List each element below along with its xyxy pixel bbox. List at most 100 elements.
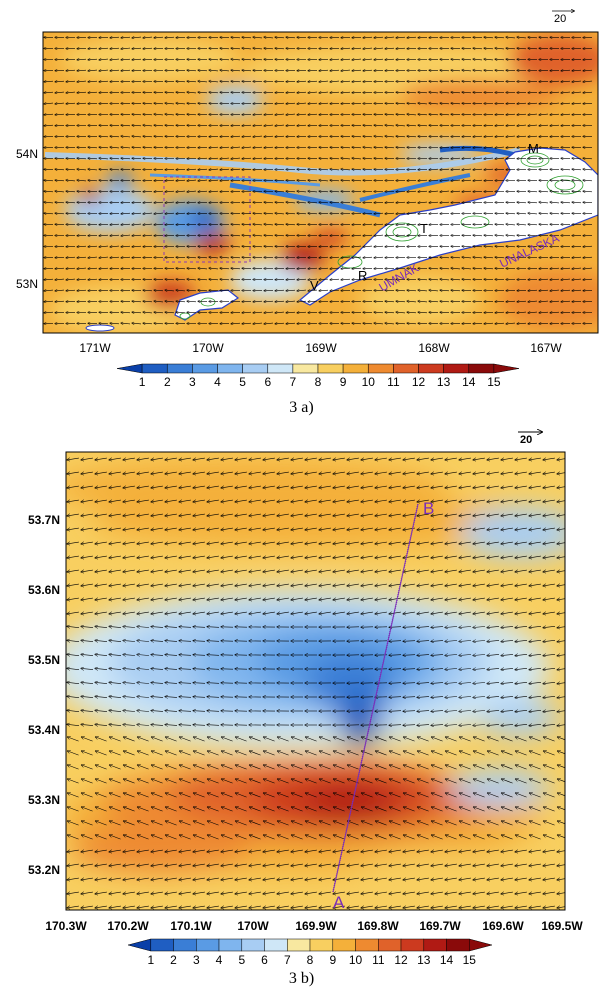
wind-vector	[297, 125, 307, 126]
colorbar-tick-label: 15	[463, 953, 477, 967]
wind-vector	[253, 48, 263, 49]
wind-vector	[517, 103, 527, 104]
wind-vector	[550, 103, 560, 104]
wind-vector	[473, 235, 483, 236]
wind-vector	[440, 169, 450, 170]
wind-vector	[220, 246, 230, 247]
wind-vector	[297, 191, 307, 192]
wind-vector	[55, 103, 65, 104]
wind-vector	[341, 158, 351, 159]
wind-vector	[583, 169, 593, 170]
wind-vector	[484, 59, 494, 60]
wind-vector	[220, 147, 230, 148]
lon-label-169-9w: 169.9W	[295, 919, 337, 933]
wind-vector	[495, 125, 505, 126]
wind-vector	[517, 213, 527, 214]
wind-vector	[121, 70, 131, 71]
wind-vector	[407, 224, 417, 225]
wind-vector	[363, 48, 373, 49]
lat-label-53-5n: 53.5N	[28, 653, 60, 667]
wind-vector	[66, 92, 76, 93]
colorbar-swatch	[241, 938, 265, 952]
wind-vector	[374, 147, 384, 148]
wind-vector	[363, 147, 373, 148]
colorbar-tick-label: 15	[487, 375, 501, 389]
wind-vector	[231, 235, 241, 236]
wind-vector	[121, 48, 131, 49]
wind-vector	[308, 103, 318, 104]
caption-a: 3 a)	[289, 399, 314, 416]
wind-vector	[154, 202, 164, 203]
lat-label-53-7n: 53.7N	[28, 513, 60, 527]
lon-label-169-7w: 169.7W	[419, 919, 461, 933]
wind-vector	[330, 246, 340, 247]
wind-vector	[275, 224, 285, 225]
wind-vector	[55, 191, 65, 192]
wind-vector	[473, 169, 483, 170]
wind-vector	[363, 70, 373, 71]
wind-vector	[220, 180, 230, 181]
wind-vector	[110, 147, 120, 148]
wind-vector	[231, 70, 241, 71]
wind-vector	[407, 202, 417, 203]
wind-vector	[154, 224, 164, 225]
wind-vector	[253, 37, 263, 38]
colorbar-tick-label: 8	[315, 375, 322, 389]
wind-vector	[506, 246, 516, 247]
wind-vector	[286, 103, 296, 104]
colorbar-tick-label: 10	[362, 375, 376, 389]
wind-vector	[374, 224, 384, 225]
wind-vector	[209, 169, 219, 170]
wind-vector	[473, 48, 483, 49]
colorbar-swatch	[141, 363, 168, 374]
wind-vector	[242, 147, 252, 148]
wind-vector	[550, 125, 560, 126]
colorbar-swatch	[196, 938, 220, 952]
wind-vector	[341, 147, 351, 148]
wind-vector	[374, 158, 384, 159]
wind-vector	[451, 169, 461, 170]
wind-vector	[396, 224, 406, 225]
wind-vector	[121, 59, 131, 60]
colorbar-swatch	[378, 938, 402, 952]
wind-vector	[209, 70, 219, 71]
wind-vector	[484, 235, 494, 236]
wind-vector	[275, 235, 285, 236]
wind-vector	[154, 213, 164, 214]
wind-vector	[363, 169, 373, 170]
wind-vector	[77, 70, 87, 71]
wind-vector	[176, 92, 186, 93]
colorbar-swatch	[309, 938, 334, 952]
wind-vector	[561, 103, 571, 104]
wind-vector	[330, 59, 340, 60]
wind-vector	[495, 59, 505, 60]
wind-vector	[495, 246, 505, 247]
wind-vector	[539, 103, 549, 104]
wind-vector	[110, 59, 120, 60]
wind-vector	[264, 246, 274, 247]
colorbar-tick-label: 14	[462, 375, 476, 389]
wind-vector	[341, 81, 351, 82]
wind-vector	[154, 125, 164, 126]
wind-vector	[572, 180, 582, 181]
wind-vector	[572, 81, 582, 82]
lon-label-169-5w: 169.5W	[541, 919, 583, 933]
wind-vector	[110, 158, 120, 159]
wind-vector	[297, 81, 307, 82]
wind-vector	[231, 136, 241, 137]
wind-vector	[209, 81, 219, 82]
wind-vector	[143, 224, 153, 225]
wind-vector	[165, 224, 175, 225]
map-label-v: V	[310, 278, 319, 293]
wind-vector	[330, 81, 340, 82]
wind-vector	[374, 59, 384, 60]
wind-vector	[242, 158, 252, 159]
wind-vector	[495, 70, 505, 71]
wind-vector	[198, 70, 208, 71]
wind-vector	[231, 158, 241, 159]
wind-vector	[176, 213, 186, 214]
wind-vector	[176, 191, 186, 192]
wind-vector	[462, 59, 472, 60]
wind-vector	[462, 81, 472, 82]
wind-vector	[242, 125, 252, 126]
